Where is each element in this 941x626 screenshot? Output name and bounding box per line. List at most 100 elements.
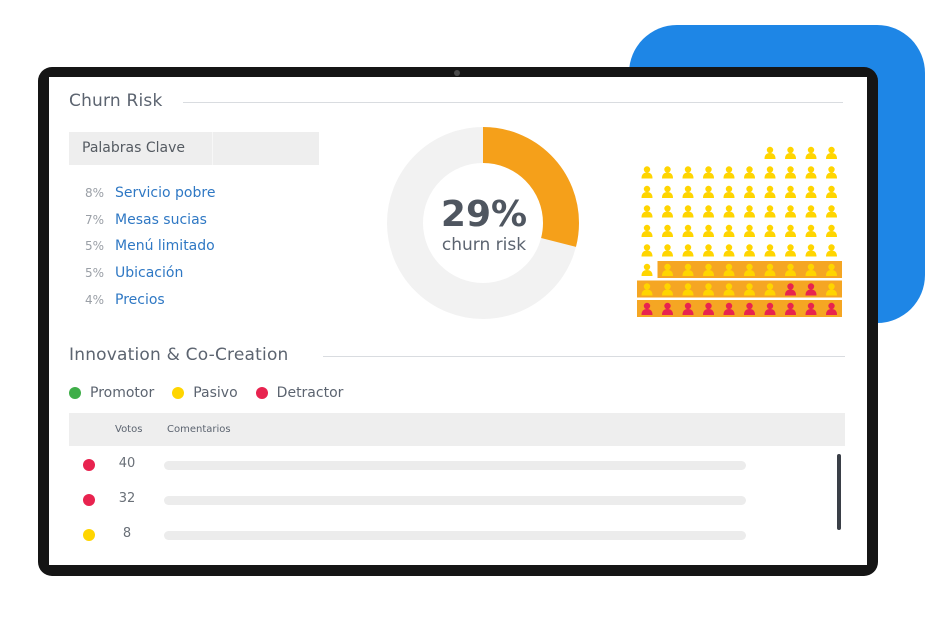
person-icon [723, 283, 735, 296]
person-icon [682, 205, 694, 218]
tablet-frame: Churn Risk Palabras Clave 8% Servicio po… [38, 67, 878, 576]
person-icon [682, 185, 694, 198]
person-icon [682, 302, 694, 315]
pasivo-dot-icon [172, 387, 185, 399]
person-icon [662, 224, 673, 237]
person-icon [703, 166, 714, 179]
keyword-percent: 5% [85, 239, 105, 254]
keyword-item[interactable]: 4% Precios [85, 286, 215, 313]
person-icon [764, 302, 776, 315]
dashboard-screen: Churn Risk Palabras Clave 8% Servicio po… [49, 77, 867, 565]
person-icon [662, 244, 673, 257]
person-icon [703, 263, 714, 276]
person-icon [826, 185, 837, 198]
legend-detractor: Detractor [255, 385, 343, 401]
table-row[interactable]: 40 [69, 453, 789, 477]
person-icon [785, 166, 796, 179]
person-icon [805, 185, 817, 198]
gauge-arc [387, 127, 579, 319]
person-icon [703, 283, 714, 296]
person-icon [764, 224, 776, 237]
person-icon [662, 205, 673, 218]
keyword-item[interactable]: 8% Servicio pobre [85, 180, 215, 207]
keyword-link[interactable]: Ubicación [115, 265, 184, 282]
keyword-item[interactable]: 5% Menú limitado [85, 233, 215, 260]
innovation-title: Innovation & Co-Creation [69, 345, 289, 365]
person-icon [826, 166, 837, 179]
keyword-link[interactable]: Servicio pobre [115, 185, 216, 202]
person-icon [826, 224, 837, 237]
person-icon [703, 205, 714, 218]
gauge-label: churn risk [441, 235, 527, 255]
legend: Promotor Pasivo Detractor [69, 385, 361, 401]
churn-gauge [387, 127, 579, 319]
keyword-percent: 7% [85, 212, 105, 227]
keywords-list: 8% Servicio pobre 7% Mesas sucias 5% Men… [85, 180, 215, 313]
person-icon [805, 166, 817, 179]
person-icon [805, 244, 817, 257]
keyword-item[interactable]: 7% Mesas sucias [85, 207, 215, 234]
detractor-dot-icon [255, 387, 268, 399]
gauge-value: 29% [440, 194, 528, 235]
person-icon [682, 263, 694, 276]
comment-placeholder [164, 531, 746, 540]
keyword-link[interactable]: Precios [115, 291, 165, 308]
person-icon [682, 283, 694, 296]
comments-column-header[interactable]: Comentarios [167, 424, 231, 435]
section-divider [183, 102, 843, 103]
customer-icon-grid [637, 146, 842, 317]
person-icon [641, 205, 653, 218]
person-icon [805, 224, 817, 237]
person-icon [744, 283, 755, 296]
person-icon [826, 263, 837, 276]
scrollbar[interactable] [837, 454, 841, 530]
person-icon [764, 244, 776, 257]
person-icon [785, 185, 796, 198]
person-icon [641, 185, 653, 198]
person-icon [682, 244, 694, 257]
keyword-link[interactable]: Menú limitado [115, 238, 215, 255]
person-icon [723, 244, 735, 257]
camera-icon [454, 70, 460, 76]
person-icon [662, 283, 673, 296]
person-icon [785, 263, 796, 276]
person-icon [723, 166, 735, 179]
person-icon [744, 185, 755, 198]
person-icon [744, 224, 755, 237]
votes-column-header[interactable]: Votos [115, 424, 143, 435]
person-icon [805, 146, 817, 159]
comment-placeholder [164, 461, 746, 470]
keyword-percent: 5% [85, 266, 105, 281]
person-icon [662, 185, 673, 198]
person-icon [703, 244, 714, 257]
person-icon [826, 244, 837, 257]
person-icon [641, 302, 653, 315]
legend-label: Pasivo [193, 385, 238, 401]
person-icon [785, 283, 796, 296]
keyword-percent: 8% [85, 186, 105, 201]
person-icon [764, 263, 776, 276]
person-icon [764, 283, 776, 296]
keywords-header-label: Palabras Clave [82, 140, 185, 156]
person-icon [826, 205, 837, 218]
person-icon [764, 185, 776, 198]
table-row[interactable]: 8 [69, 523, 789, 547]
comment-placeholder [164, 496, 746, 505]
pasivo-dot-icon [83, 529, 95, 541]
person-icon [703, 302, 714, 315]
person-icon [805, 205, 817, 218]
table-row[interactable]: 32 [69, 488, 789, 512]
keyword-item[interactable]: 5% Ubicación [85, 260, 215, 287]
person-icon [703, 224, 714, 237]
votes-count: 32 [118, 491, 136, 506]
churn-risk-title: Churn Risk [69, 91, 163, 111]
person-icon [744, 244, 755, 257]
person-icon [723, 205, 735, 218]
person-icon [641, 244, 653, 257]
person-icon [785, 146, 796, 159]
header-tab-edge [212, 132, 213, 165]
keyword-link[interactable]: Mesas sucias [115, 211, 207, 228]
legend-pasivo: Pasivo [172, 385, 238, 401]
person-icon [641, 224, 653, 237]
person-icon [662, 263, 673, 276]
